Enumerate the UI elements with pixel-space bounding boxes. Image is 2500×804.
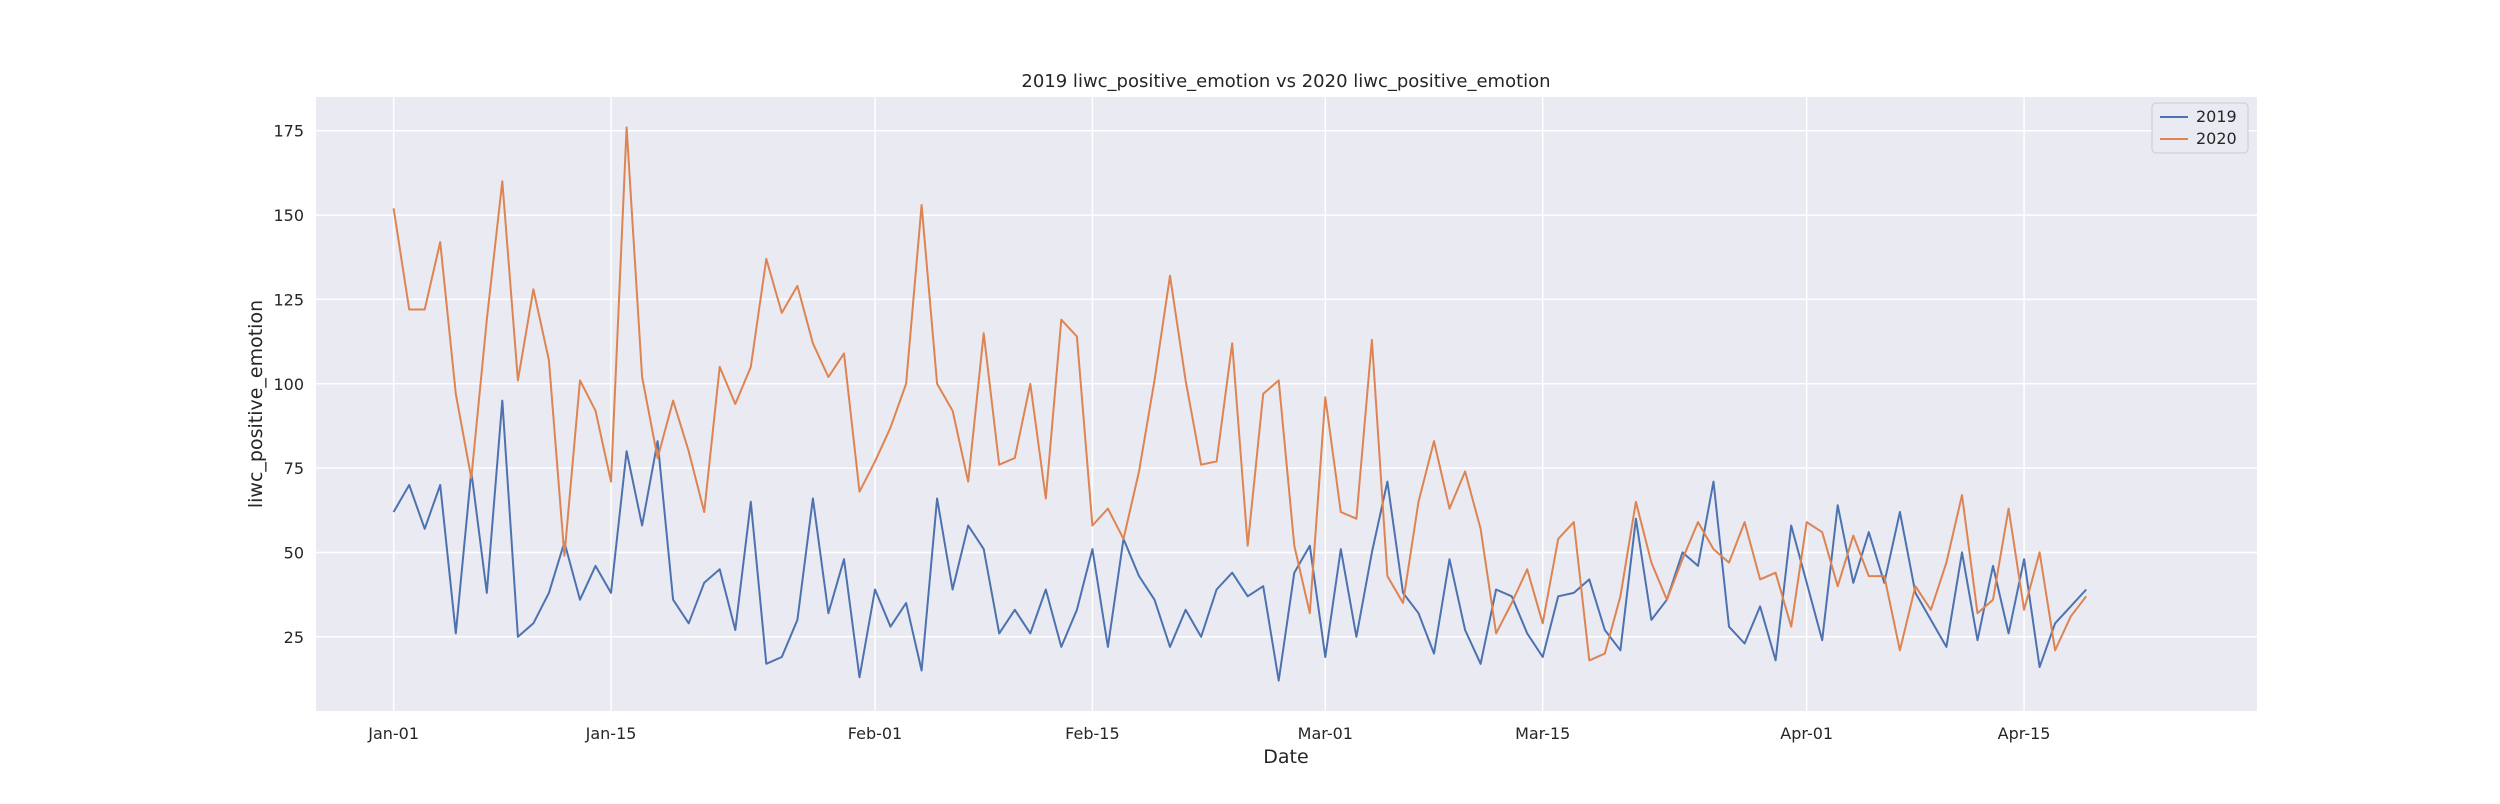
- series-line-2020: [392, 126, 2087, 662]
- x-tick-label: Mar-01: [1298, 724, 1353, 743]
- x-tick-label: Apr-15: [1998, 724, 2051, 743]
- series-line-2019: [392, 399, 2087, 682]
- x-tick-labels: Jan-01 Jan-15 Feb-01 Feb-15 Mar-01 Mar-15 Apr-…: [367, 724, 2050, 743]
- legend-label-2019: 2019: [2196, 107, 2237, 126]
- y-tick-label: 75: [284, 459, 304, 478]
- y-axis-label: liwc_positive_emotion: [245, 300, 267, 508]
- series-lines: [392, 126, 2087, 682]
- x-tick-label: Apr-01: [1780, 724, 1833, 743]
- y-tick-label: 175: [273, 122, 304, 141]
- x-tick-label: Mar-15: [1515, 724, 1570, 743]
- legend-box: [2151, 102, 2249, 154]
- plot-background: [316, 97, 2257, 711]
- legend: 2019 2020: [2151, 102, 2249, 154]
- x-tick-label: Feb-15: [1065, 724, 1119, 743]
- x-tick-label: Feb-01: [848, 724, 902, 743]
- y-tick-label: 125: [273, 290, 304, 309]
- gridlines: [316, 97, 2257, 711]
- y-tick-labels: 25 50 75 100 125 150 175: [273, 122, 304, 647]
- legend-label-2020: 2020: [2196, 129, 2237, 148]
- y-tick-label: 25: [284, 628, 304, 647]
- x-tick-label: Jan-15: [585, 724, 637, 743]
- y-tick-label: 50: [284, 543, 304, 562]
- y-tick-label: 150: [273, 206, 304, 225]
- chart-title: 2019 liwc_positive_emotion vs 2020 liwc_…: [1021, 71, 1550, 92]
- x-tick-label: Jan-01: [367, 724, 419, 743]
- y-tick-label: 100: [273, 375, 304, 394]
- x-axis-label: Date: [1263, 746, 1308, 768]
